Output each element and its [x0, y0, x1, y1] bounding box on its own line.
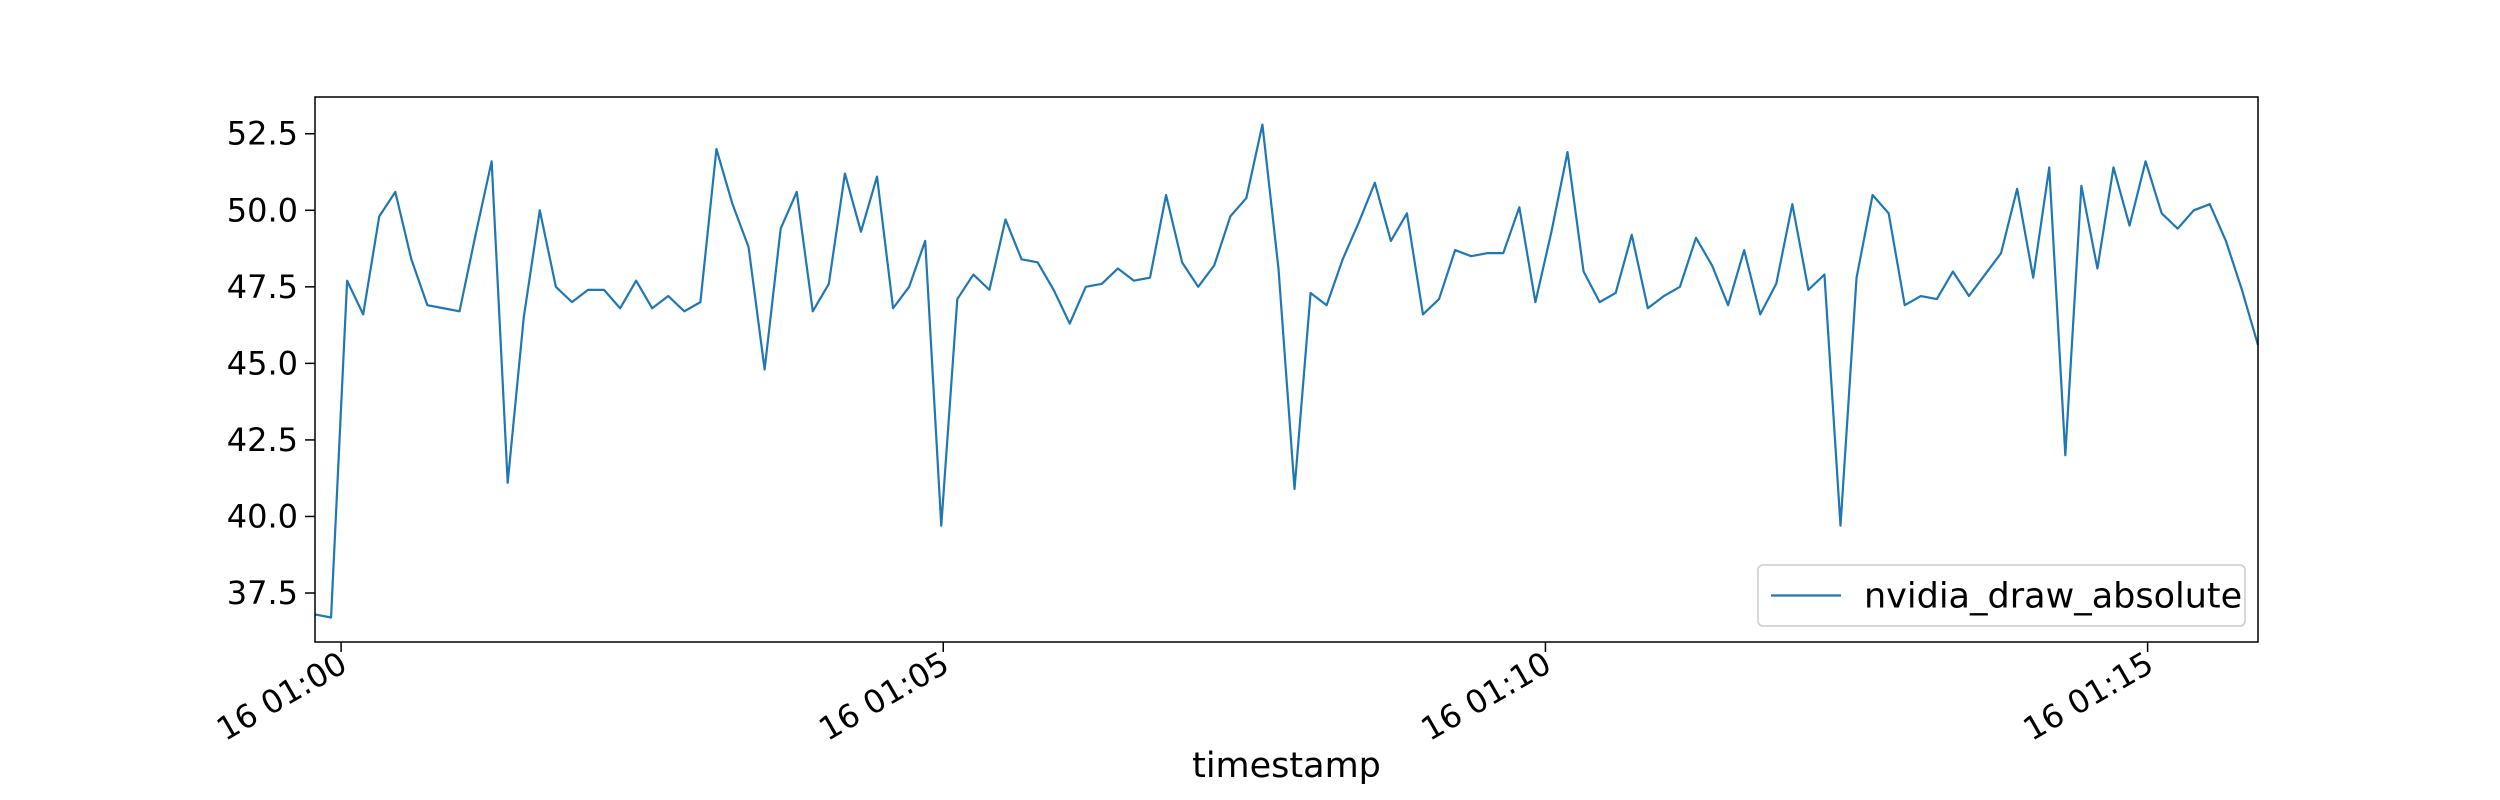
x-tick-label: 16 01:05 [812, 644, 955, 748]
x-axis: 16 01:00 16 01:05 16 01:10 16 01:15 [210, 642, 2160, 748]
legend: nvidia_draw_absolute [1757, 564, 2246, 627]
y-tick-label: 42.5 [227, 421, 298, 459]
x-tick-label: 16 01:00 [210, 644, 353, 748]
x-tick-label: 16 01:15 [2017, 644, 2160, 748]
y-tick-label: 45.0 [227, 344, 298, 382]
y-tick-label: 40.0 [227, 497, 298, 535]
y-tick-label: 52.5 [227, 115, 298, 153]
x-axis-label: timestamp [1192, 746, 1381, 786]
series-line-nvidia_draw_absolute [314, 123, 2260, 619]
y-tick-label: 50.0 [227, 191, 298, 229]
plot-area [314, 123, 2260, 619]
y-tick-label: 47.5 [227, 268, 298, 306]
y-tick-label: 37.5 [227, 574, 298, 612]
y-axis: 37.5 40.0 42.5 45.0 47.5 50.0 52.5 [227, 115, 315, 612]
legend-box [1757, 564, 2246, 627]
x-tick-label: 16 01:10 [1414, 644, 1557, 748]
plot-frame [314, 96, 2259, 643]
legend-entry-label: nvidia_draw_absolute [1864, 577, 2242, 617]
